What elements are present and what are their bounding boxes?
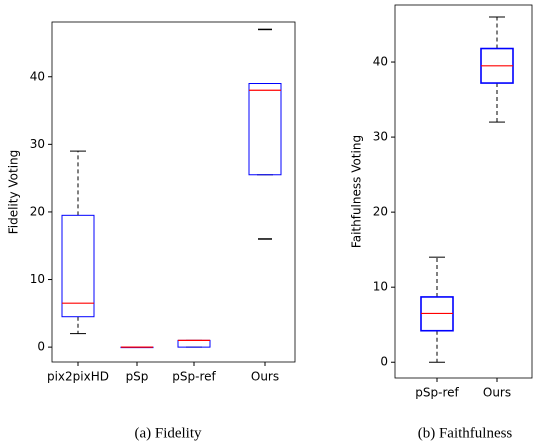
y-axis-label: Fidelity Voting xyxy=(7,150,21,235)
box xyxy=(248,83,282,176)
y-tick-label: 0 xyxy=(37,340,45,354)
plot-frame xyxy=(394,4,533,379)
y-tick-label: 0 xyxy=(380,355,388,369)
y-tick-label: 40 xyxy=(30,69,45,83)
x-tick-label: pSp xyxy=(126,370,149,384)
x-tick-label: pSp-ref xyxy=(172,370,216,384)
y-tick-label: 40 xyxy=(373,55,388,69)
y-tick-label: 20 xyxy=(30,204,45,218)
x-tick-label: pSp-ref xyxy=(415,386,459,400)
x-tick-label: pix2pixHD xyxy=(47,370,109,384)
y-tick-label: 10 xyxy=(373,280,388,294)
plot-frame xyxy=(51,21,296,363)
box xyxy=(61,214,95,318)
caption: (a) Fidelity xyxy=(134,425,202,441)
x-tick-label: Ours xyxy=(483,386,511,400)
y-tick-label: 30 xyxy=(373,130,388,144)
x-tick-label: Ours xyxy=(251,370,279,384)
y-tick-label: 10 xyxy=(30,272,45,286)
caption: (b) Faithfulness xyxy=(418,425,513,441)
y-axis-label: Faithfulness Voting xyxy=(350,135,364,248)
box xyxy=(177,339,211,348)
y-tick-label: 30 xyxy=(30,137,45,151)
y-tick-label: 20 xyxy=(373,205,388,219)
